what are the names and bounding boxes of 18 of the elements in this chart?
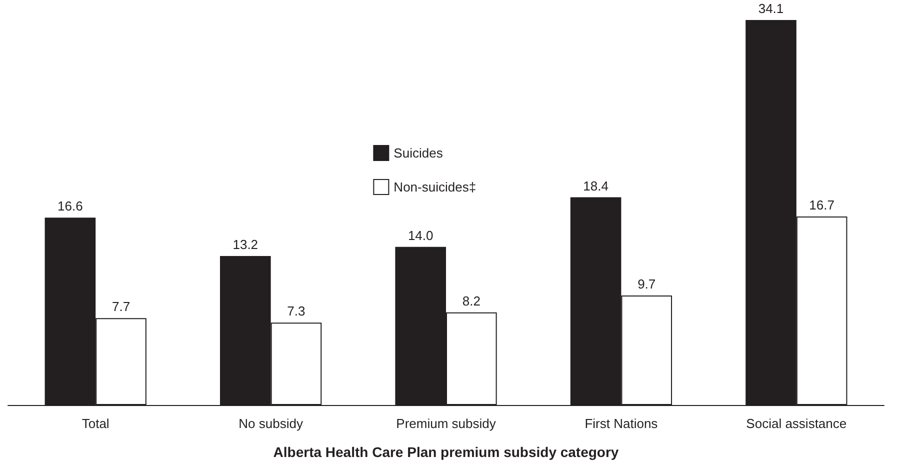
data-label: 16.7 (809, 197, 834, 212)
legend-label: Suicides (394, 146, 444, 160)
x-tick-label: Total (82, 416, 110, 431)
data-label: 8.2 (462, 293, 480, 308)
x-tick-label: No subsidy (238, 416, 304, 431)
data-label: 34.1 (758, 1, 784, 16)
data-label: 7.7 (112, 299, 130, 314)
data-label: 7.3 (287, 304, 306, 319)
x-tick-label: Social assistance (746, 416, 847, 431)
data-label: 18.4 (583, 178, 608, 194)
x-tick-label: Premium subsidy (396, 416, 496, 431)
data-label: 13.2 (232, 236, 258, 252)
data-label: 9.7 (638, 276, 656, 292)
data-label: 16.6 (58, 198, 83, 214)
x-tick-label: First Nations (584, 416, 658, 431)
x-axis-title: Alberta Health Care Plan premium subsidy category (273, 444, 619, 460)
legend-label: Non-suicides‡ (394, 180, 476, 194)
data-label: 14.0 (408, 228, 434, 243)
